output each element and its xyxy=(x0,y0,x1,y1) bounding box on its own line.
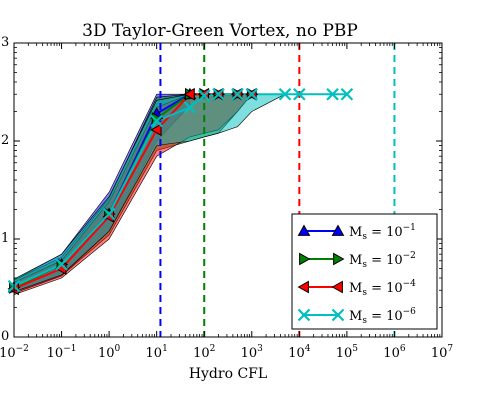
y-tick-labels: 0 1 2 3 xyxy=(1,35,9,344)
x-tick-label: 104 xyxy=(288,344,311,361)
marker-series-4 xyxy=(231,87,244,101)
x-tick-label: 100 xyxy=(98,344,121,361)
y-tick-label: 0 xyxy=(1,329,9,344)
legend-marker xyxy=(297,308,311,322)
legend-marker xyxy=(333,252,345,266)
legend-marker xyxy=(297,280,309,294)
x-tick-label: 102 xyxy=(193,344,215,361)
marker-series-4 xyxy=(197,89,211,102)
marker-series-4 xyxy=(150,114,163,128)
marker-series-4 xyxy=(278,87,292,101)
x-tick-label: 101 xyxy=(146,344,168,361)
legend: Ms = 10−1 Ms = 10−2 Ms = 10−4 Ms = 10−6 xyxy=(291,213,438,330)
marker-series-4 xyxy=(245,87,259,101)
marker-series-4 xyxy=(340,87,354,101)
y-tick-label: 3 xyxy=(1,35,9,50)
x-tick-label: 107 xyxy=(431,344,454,361)
legend-label: Ms = 10−2 xyxy=(349,251,416,270)
marker-series-4 xyxy=(212,87,225,101)
legend-marker xyxy=(299,252,311,266)
marker-series-4 xyxy=(183,101,197,114)
chart-title: 3D Taylor-Green Vortex, no PBP xyxy=(82,21,358,41)
marker-series-4 xyxy=(326,87,339,101)
y-tick-label: 2 xyxy=(1,133,9,148)
x-tick-label: 10−2 xyxy=(0,344,29,361)
marker-series-3 xyxy=(150,123,162,137)
legend-marker xyxy=(331,280,343,294)
x-tick-label: 106 xyxy=(383,344,406,361)
marker-series-4 xyxy=(293,87,306,101)
x-tick-labels: 10−2 10−1 100 101 102 103 104 105 106 107 xyxy=(0,344,453,361)
marker-series-3 xyxy=(183,87,195,101)
x-tick-label: 105 xyxy=(336,344,359,361)
legend-marker xyxy=(331,224,345,236)
y-tick-label: 1 xyxy=(1,231,9,246)
legend-label: Ms = 10−1 xyxy=(349,223,416,242)
legend-box xyxy=(291,213,438,330)
x-axis-label: Hydro CFL xyxy=(189,366,267,382)
legend-marker xyxy=(331,308,345,322)
x-tick-label: 10−1 xyxy=(47,344,77,361)
legend-label: Ms = 10−6 xyxy=(349,307,416,326)
legend-label: Ms = 10−4 xyxy=(349,279,416,298)
axis-ticks xyxy=(13,42,443,338)
marker-series-4 xyxy=(102,207,116,221)
x-tick-label: 103 xyxy=(241,344,264,361)
marker-series-4 xyxy=(55,258,68,271)
plot-frame xyxy=(13,42,443,338)
legend-marker xyxy=(297,224,311,236)
